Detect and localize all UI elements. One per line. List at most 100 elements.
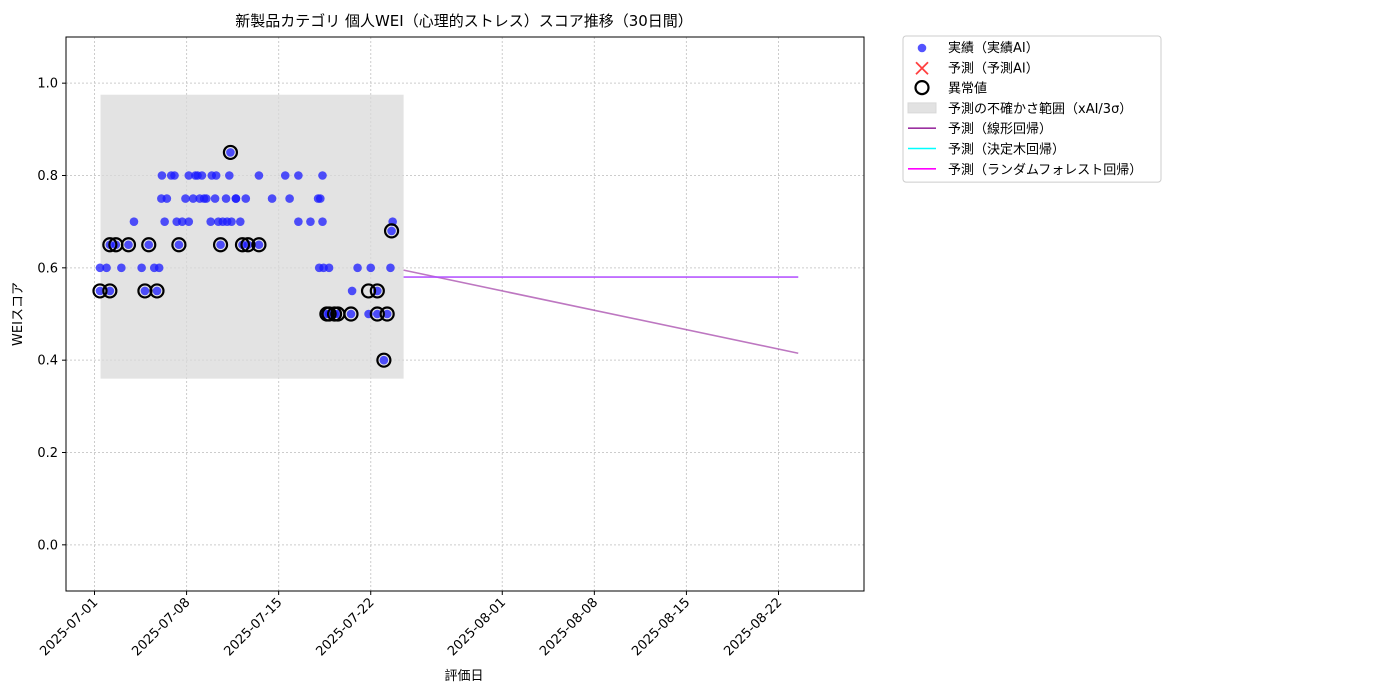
- anomaly-marker: [171, 237, 187, 253]
- actual-point: [181, 194, 190, 203]
- anomaly-marker: [383, 223, 400, 239]
- actual-point: [188, 194, 198, 203]
- anomaly-marker: [321, 306, 337, 322]
- chart-title: 新製品カテゴリ 個人WEI（心理的ストレス）スコア推移（30日間）: [235, 12, 693, 30]
- x-tick-label: 2025-08-22: [721, 595, 785, 659]
- anomaly-marker: [149, 283, 165, 299]
- x-tick-label: 2025-07-08: [129, 595, 193, 659]
- legend-label-linear: 予測（線形回帰）: [948, 121, 1052, 137]
- anomaly-marker: [102, 237, 118, 253]
- legend-label-actual: 実績（実績AI）: [948, 40, 1039, 56]
- actual-point: [184, 217, 194, 226]
- actual-point: [221, 194, 231, 203]
- actual-point: [254, 240, 264, 250]
- actual-point: [306, 217, 315, 226]
- anomaly-marker: [240, 237, 256, 253]
- actual-point: [318, 217, 327, 226]
- legend-label-tree: 予測（決定木回帰）: [948, 142, 1065, 158]
- x-tick-label: 2025-07-15: [221, 595, 285, 659]
- actual-point: [160, 217, 169, 226]
- actual-point: [105, 286, 115, 296]
- y-tick-label: 1.0: [37, 77, 58, 92]
- y-tick-label: 0.8: [37, 169, 58, 184]
- actual-point: [206, 217, 215, 226]
- legend-label-predicted: 予測（予測AI）: [948, 61, 1039, 76]
- actual-point: [177, 217, 187, 226]
- linear-regression-line: [403, 269, 799, 355]
- actual-point: [379, 355, 389, 365]
- actual-point: [184, 171, 194, 180]
- actual-point: [267, 194, 277, 203]
- actual-point: [347, 286, 357, 296]
- actual-point: [117, 263, 126, 273]
- x-tick-label: 2025-08-08: [537, 595, 601, 659]
- legend-anomaly-marker: [914, 79, 930, 96]
- anomaly-marker: [251, 237, 267, 253]
- y-tick-label: 0.0: [37, 538, 58, 553]
- actual-point: [324, 263, 334, 273]
- legend-label-band: 予測の不確かさ範囲（xAI/3σ）: [948, 101, 1132, 117]
- actual-point: [137, 263, 146, 273]
- actual-point: [202, 194, 211, 203]
- actual-point: [235, 217, 245, 226]
- actual-point: [231, 194, 241, 203]
- legend-box: [902, 35, 1162, 183]
- actual-point: [366, 263, 376, 273]
- plot-frame: [65, 36, 865, 592]
- actual-point: [216, 240, 225, 250]
- actual-point: [294, 171, 303, 180]
- actual-point: [95, 263, 105, 273]
- actual-point: [280, 171, 290, 180]
- y-tick-label: 0.2: [37, 446, 58, 461]
- legend-label-anomaly: 異常値: [948, 81, 987, 97]
- x-tick-label: 2025-08-01: [445, 595, 509, 659]
- actual-point: [382, 309, 392, 319]
- anomaly-marker: [222, 144, 239, 161]
- y-tick-label: 0.6: [37, 261, 58, 276]
- actual-point: [144, 240, 154, 250]
- actual-point: [162, 194, 172, 203]
- actual-point: [157, 171, 167, 180]
- actual-point: [129, 217, 139, 226]
- actual-point: [254, 171, 264, 180]
- actual-point: [95, 286, 105, 296]
- actual-point: [316, 194, 325, 203]
- anomaly-marker: [369, 306, 385, 322]
- anomaly-marker: [343, 306, 359, 322]
- actual-point: [318, 171, 327, 180]
- legend-actual-marker: [917, 43, 927, 53]
- actual-point: [285, 194, 294, 203]
- actual-point: [140, 286, 150, 296]
- actual-point: [373, 309, 382, 319]
- actual-point: [174, 240, 184, 250]
- anomaly-marker: [102, 283, 118, 299]
- legend-band-swatch: [907, 102, 937, 114]
- anomaly-marker: [376, 352, 392, 368]
- actual-point: [387, 226, 396, 236]
- actual-point: [170, 171, 179, 180]
- actual-point: [211, 171, 221, 180]
- y-tick-label: 0.4: [37, 354, 58, 369]
- actual-point: [386, 263, 395, 273]
- anomaly-marker: [379, 306, 395, 322]
- actual-point: [197, 171, 207, 180]
- x-tick-label: 2025-07-01: [37, 595, 101, 659]
- uncertainty-band: [100, 94, 404, 379]
- actual-point: [225, 171, 234, 180]
- anomaly-marker: [360, 283, 377, 299]
- anomaly-marker: [369, 283, 385, 299]
- x-axis-label: 評価日: [444, 669, 483, 684]
- actual-point: [210, 194, 220, 203]
- actual-point: [346, 309, 356, 319]
- x-tick-label: 2025-07-22: [314, 595, 378, 659]
- y-axis-label: WEIスコア: [11, 282, 26, 346]
- plot-area: 0.0 0.2 0.4 0.6 0.8 1.0 2025-07-01 2025-07-08 20…: [37, 36, 865, 659]
- anomaly-marker: [212, 237, 229, 253]
- actual-point: [226, 148, 235, 157]
- x-tick-label: 2025-08-15: [629, 595, 693, 659]
- anomaly-marker: [120, 237, 137, 253]
- legend-predicted-marker: [915, 61, 929, 75]
- actual-point: [241, 194, 251, 203]
